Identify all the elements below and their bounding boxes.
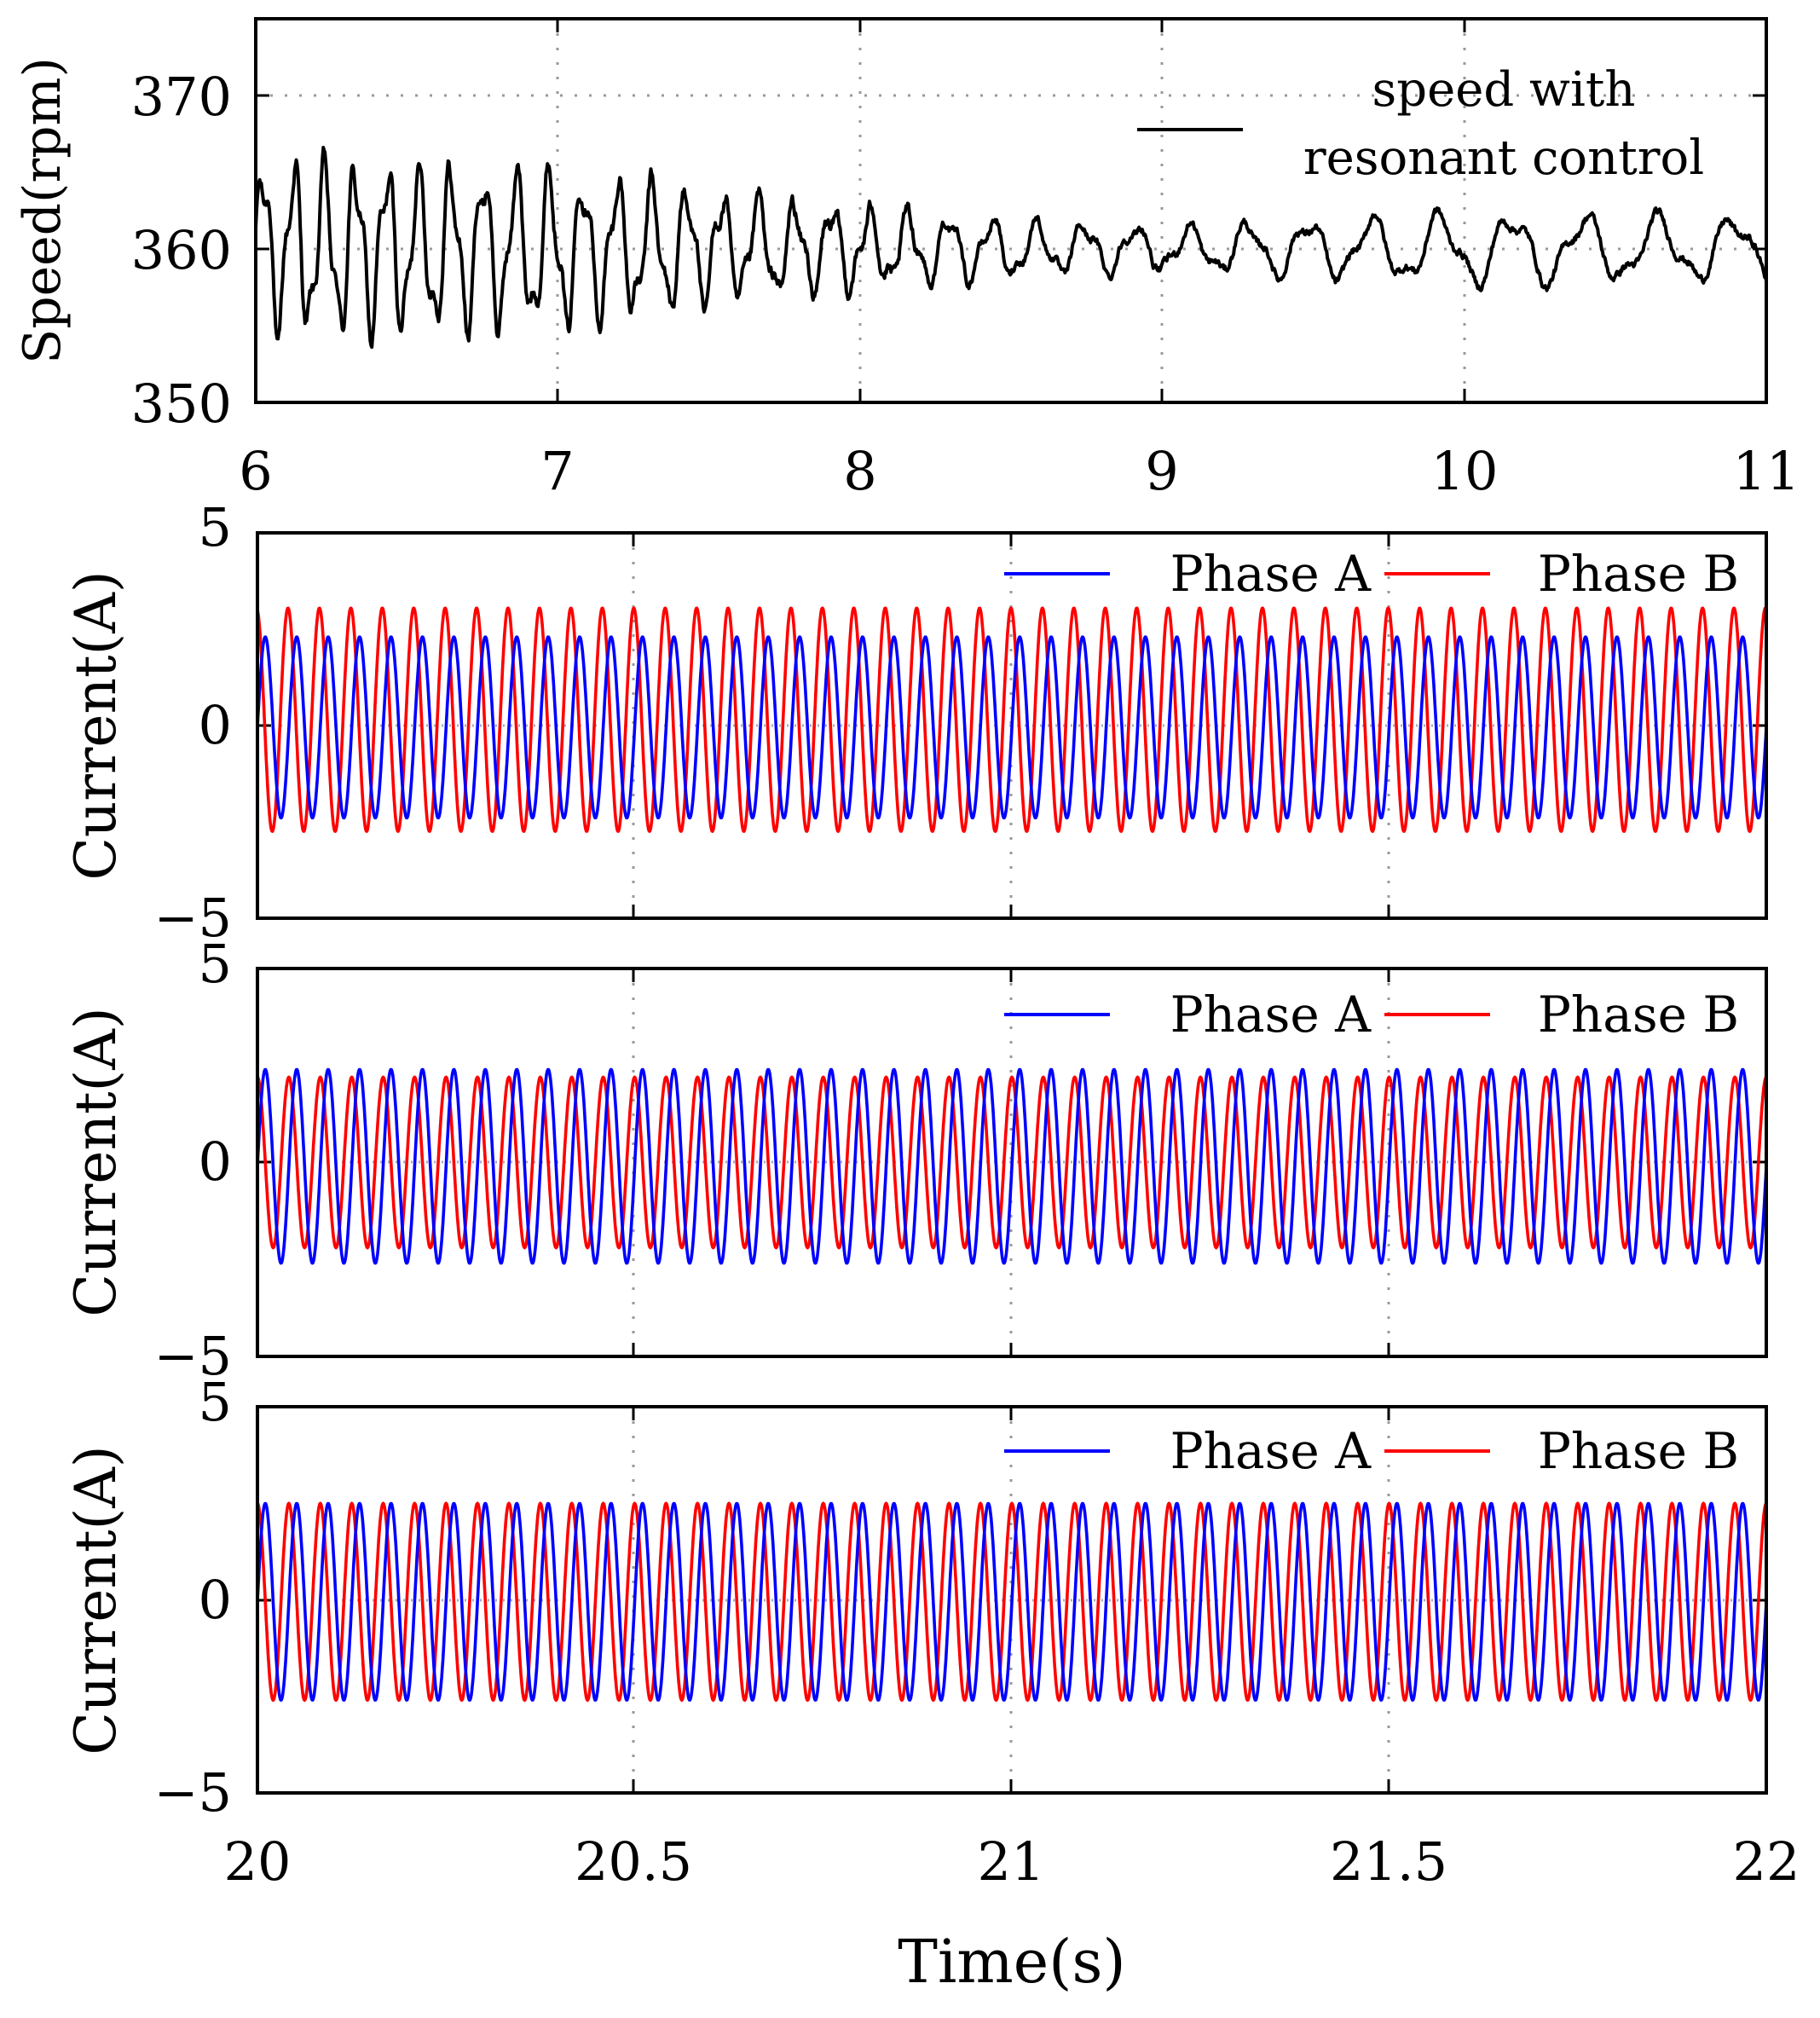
- speed-x-tick-label: 11: [1733, 440, 1800, 502]
- current-3-y-axis-label: Current(A): [63, 1445, 129, 1755]
- current-panel-2: 5 0 −5 Current(A) Phase A Phase B: [63, 933, 1768, 1387]
- speed-plot-frame: [254, 17, 1768, 404]
- current-3-phase-b-line: [256, 1501, 1768, 1703]
- current-3-y-tick-label: 5: [199, 1371, 232, 1433]
- current-3-x-tick-labels: 20 20.5 21 21.5 22: [224, 1830, 1800, 1893]
- speed-gridlines: [256, 19, 1766, 402]
- current-3-phase-a-line: [256, 1501, 1768, 1702]
- speed-line: [254, 146, 1768, 350]
- current-1-y-axis-label: Current(A): [63, 570, 129, 880]
- current-3-x-tick-label: 21: [978, 1830, 1045, 1893]
- current-2-y-tick-label: 5: [199, 933, 232, 995]
- current-2-y-tick-label: −5: [154, 1325, 232, 1387]
- current-2-legend: Phase A Phase B: [1004, 986, 1739, 1044]
- current-2-legend-label-phase-b: Phase B: [1538, 986, 1739, 1044]
- current-3-x-tick-label: 21.5: [1330, 1830, 1447, 1893]
- current-1-phase-b-line: [256, 606, 1768, 833]
- speed-y-tick-label: 370: [131, 66, 232, 128]
- current-1-y-tick-label: −5: [154, 887, 232, 949]
- current-1-y-tick-label: 5: [199, 496, 232, 558]
- current-3-legend: Phase A Phase B: [1004, 1422, 1739, 1480]
- speed-x-tick-label: 8: [843, 440, 876, 502]
- current-1-y-tick-labels: 5 0 −5: [154, 496, 232, 949]
- speed-legend: speed with resonant control: [1137, 62, 1704, 186]
- current-2-y-tick-labels: 5 0 −5: [154, 933, 232, 1387]
- speed-ticks: [256, 19, 1766, 402]
- current-1-gridlines: [257, 533, 1766, 918]
- current-2-y-tick-label: 0: [199, 1130, 232, 1193]
- speed-x-tick-label: 7: [540, 440, 574, 502]
- current-2-legend-label-phase-a: Phase A: [1170, 986, 1372, 1044]
- speed-y-tick-labels: 370 360 350: [131, 66, 232, 435]
- speed-legend-label: speed with: [1372, 62, 1636, 118]
- speed-panel: 370 360 350 6 7 8 9 10 11 Speed(rpm) spe…: [13, 17, 1800, 502]
- current-3-x-tick-label: 20.5: [575, 1830, 692, 1893]
- x-axis-title: Time(s): [898, 1927, 1125, 1997]
- current-1-legend: Phase A Phase B: [1004, 545, 1739, 603]
- speed-x-tick-label: 10: [1431, 440, 1499, 502]
- current-1-phase-a-line: [256, 635, 1768, 820]
- current-3-legend-label-phase-b: Phase B: [1538, 1422, 1739, 1480]
- current-2-phase-b-line: [256, 1075, 1768, 1250]
- speed-y-tick-label: 350: [131, 373, 232, 435]
- current-1-ticks: [257, 533, 1766, 918]
- current-3-y-tick-label: −5: [154, 1761, 232, 1824]
- current-panel-3: 5 0 −5 Current(A) Phase A Phase B 20 20.…: [63, 1371, 1800, 1893]
- current-3-x-tick-label: 22: [1733, 1830, 1800, 1893]
- speed-y-tick-label: 360: [131, 219, 232, 281]
- current-2-phase-a-line: [256, 1067, 1768, 1265]
- speed-x-tick-label: 6: [239, 440, 272, 502]
- current-1-plot-frame: [256, 531, 1768, 920]
- speed-legend-label: resonant control: [1303, 130, 1704, 186]
- current-1-legend-label-phase-a: Phase A: [1170, 545, 1372, 603]
- speed-x-tick-labels: 6 7 8 9 10 11: [239, 440, 1800, 502]
- current-3-y-tick-labels: 5 0 −5: [154, 1371, 232, 1824]
- current-2-y-axis-label: Current(A): [63, 1007, 129, 1316]
- speed-x-tick-label: 9: [1145, 440, 1178, 502]
- current-3-legend-label-phase-a: Phase A: [1170, 1422, 1372, 1480]
- speed-y-axis-label: Speed(rpm): [13, 57, 72, 364]
- current-3-x-tick-label: 20: [224, 1830, 292, 1893]
- current-1-legend-label-phase-b: Phase B: [1538, 545, 1739, 603]
- current-3-plot-frame: [256, 1405, 1768, 1795]
- current-panel-1: 5 0 −5 Current(A) Phase A Phase B: [63, 496, 1768, 949]
- current-2-plot-frame: [256, 967, 1768, 1358]
- current-1-y-tick-label: 0: [199, 694, 232, 756]
- current-3-y-tick-label: 0: [199, 1569, 232, 1631]
